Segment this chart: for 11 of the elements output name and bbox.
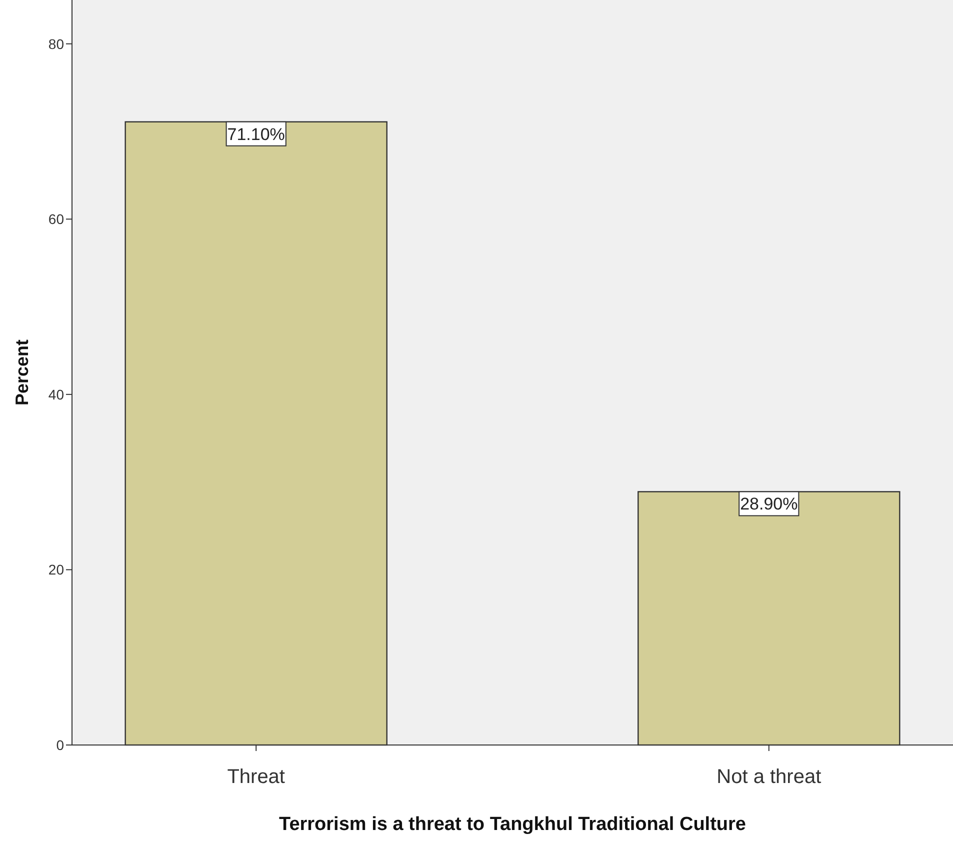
y-tick-label: 0 <box>56 737 64 753</box>
y-tick-label: 60 <box>48 211 64 228</box>
data-label: 28.90% <box>740 494 798 514</box>
x-tick-label: Threat <box>227 766 286 788</box>
x-tick-label: Not a threat <box>716 766 822 788</box>
y-tick-label: 80 <box>48 36 64 52</box>
data-label: 71.10% <box>227 124 285 144</box>
y-tick-label: 20 <box>48 562 64 578</box>
y-axis-title: Percent <box>12 339 32 406</box>
y-tick-label: 40 <box>48 386 64 402</box>
x-axis-title: Terrorism is a threat to Tangkhul Traditional Culture <box>279 814 746 835</box>
